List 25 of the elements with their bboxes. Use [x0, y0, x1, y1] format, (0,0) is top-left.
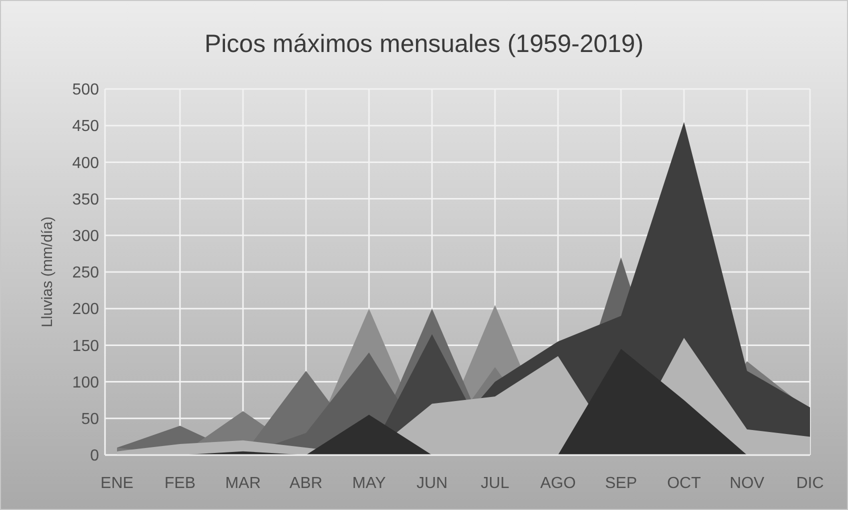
- y-tick-label: 50: [81, 411, 100, 428]
- y-axis-title: Lluvias (mm/día): [39, 216, 56, 328]
- y-tick-label: 100: [72, 374, 100, 392]
- y-tick-label: 150: [72, 338, 100, 355]
- x-tick-label: FEB: [164, 475, 196, 492]
- y-tick-label: 200: [72, 301, 100, 318]
- y-tick-label: 0: [90, 448, 100, 465]
- x-tick-label: ABR: [290, 475, 322, 492]
- y-tick-label: 350: [72, 191, 100, 208]
- y-tick-label: 500: [72, 82, 100, 99]
- x-tick-label: NOV: [730, 475, 765, 492]
- x-tick-label: DIC: [796, 475, 824, 492]
- x-tick-label: JUN: [416, 475, 448, 492]
- x-tick-label: MAR: [225, 475, 261, 492]
- y-tick-label: 450: [72, 118, 100, 136]
- x-tick-label: ENE: [100, 475, 134, 492]
- x-tick-label: AGO: [540, 475, 576, 492]
- x-tick-label: MAY: [352, 475, 386, 492]
- x-tick-label: JUL: [480, 475, 510, 492]
- chart-title: Picos máximos mensuales (1959-2019): [204, 30, 644, 58]
- y-tick-label: 400: [72, 154, 100, 172]
- x-tick-label: SEP: [604, 475, 638, 492]
- y-tick-label: 250: [72, 264, 100, 282]
- y-tick-label: 300: [72, 228, 100, 245]
- x-tick-label: OCT: [667, 475, 702, 492]
